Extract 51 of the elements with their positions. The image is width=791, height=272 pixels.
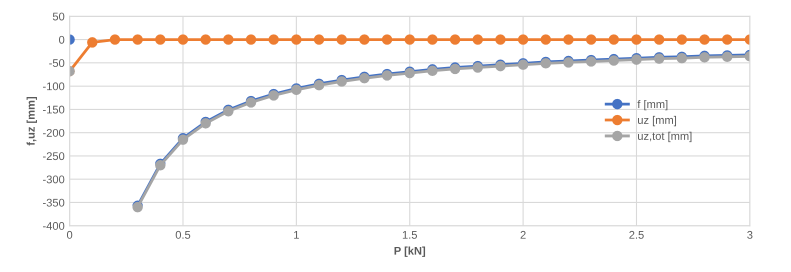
point (450, 34, 460, 45)
legend-label: f [mm] (637, 100, 668, 110)
point (495, 34, 506, 45)
point (699, 34, 710, 45)
x-tick-label: 2 (520, 230, 526, 239)
y-tick-label: -400 (43, 222, 64, 230)
y-tick-label: -50 (49, 59, 64, 67)
y-tick-label: -200 (43, 128, 64, 137)
point (676, 34, 688, 45)
point (291, 34, 302, 45)
point (87, 37, 98, 48)
point (631, 34, 642, 45)
y-tick-label: -150 (43, 106, 64, 114)
point (359, 34, 370, 45)
point (132, 34, 143, 45)
x-axis-title: P [kN] (394, 246, 426, 257)
y-tick-label: 50 (52, 12, 64, 20)
legend-label: uz [mm] (638, 116, 676, 126)
x-tick-label: 1.5 (402, 231, 417, 239)
y-tick-label: -300 (43, 175, 64, 184)
point (223, 34, 234, 45)
point (540, 34, 551, 45)
point (314, 34, 324, 45)
point (472, 34, 483, 45)
point (608, 34, 620, 45)
point (654, 34, 664, 45)
point (586, 34, 596, 45)
point (200, 34, 211, 45)
point (382, 34, 392, 45)
x-tick-label: 2.5 (629, 230, 644, 239)
x-tick-label: 0 (66, 230, 72, 239)
point (518, 34, 528, 45)
y-tick-label: -100 (43, 82, 64, 90)
legend-label: uz,tot [mm] (638, 132, 692, 142)
point (178, 34, 188, 45)
point (722, 34, 732, 45)
point (563, 34, 574, 45)
point (404, 34, 415, 45)
y-tick-label: 0 (59, 36, 64, 44)
point (427, 34, 438, 45)
y-tick-label: -250 (43, 152, 64, 160)
point (110, 34, 120, 45)
y-tick-label: -350 (43, 198, 64, 207)
y-axis-title: f,uz [mm] (26, 96, 37, 146)
x-tick-label: 0.5 (176, 230, 190, 239)
x-tick-label: 3 (747, 230, 752, 239)
point (336, 34, 347, 45)
point (155, 34, 166, 45)
x-tick-label: 1 (294, 231, 299, 239)
point (246, 34, 256, 45)
point (268, 34, 279, 45)
